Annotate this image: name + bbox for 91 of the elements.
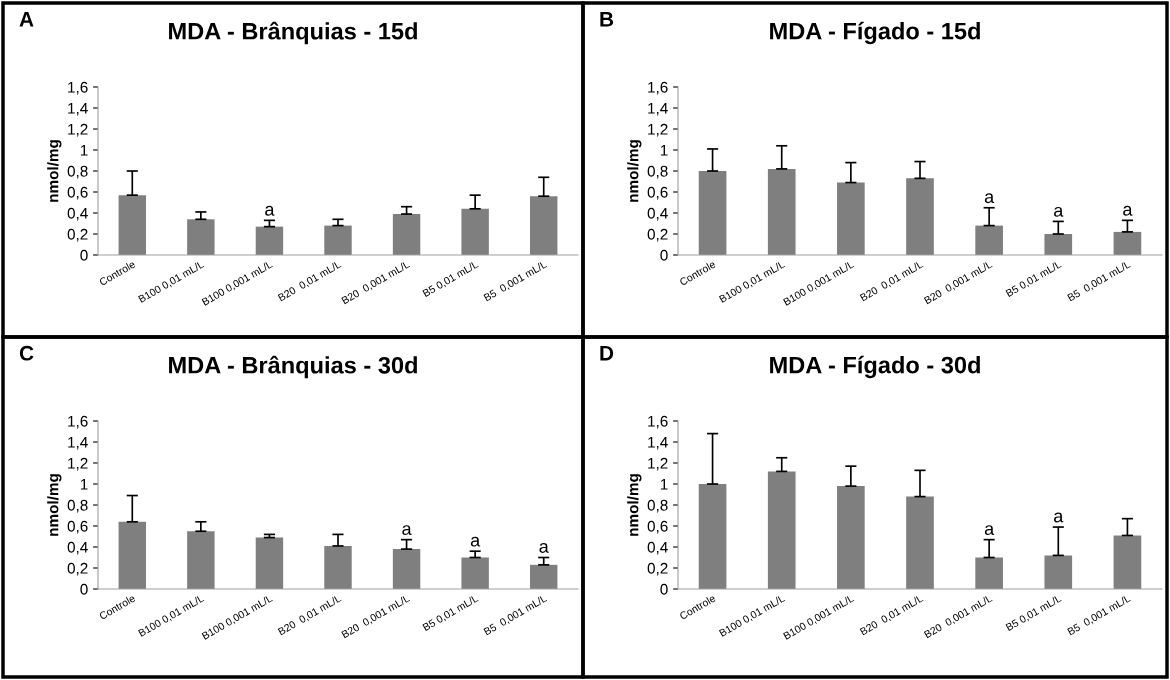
y-tick-label: 1,4 (648, 437, 668, 450)
bar (118, 521, 146, 589)
y-tick-label: 0 (80, 583, 88, 595)
chart-title: MDA - Fígado - 15d (770, 21, 980, 45)
y-tick-label: 0,6 (67, 186, 88, 200)
bar (767, 471, 796, 589)
bar (530, 196, 558, 255)
text: A (19, 12, 34, 27)
y-tick-label: 1,6 (68, 415, 88, 429)
y-tick-label: 1,2 (648, 457, 668, 471)
data-label: a (1054, 512, 1064, 523)
y-tick-label: 0,4 (647, 541, 668, 555)
y-tick-label: 0,4 (67, 541, 88, 555)
bar (255, 226, 284, 255)
bar (187, 219, 215, 255)
bar (837, 486, 865, 589)
y-tick-label: 0,6 (647, 520, 668, 534)
data-label: a (1123, 205, 1133, 216)
y-tick-label: 0,8 (67, 165, 88, 179)
y-tick-label: 1 (660, 479, 668, 490)
bar (975, 557, 1003, 589)
bar (187, 531, 215, 589)
text: D (600, 346, 614, 361)
y-axis-title: nmol/mg (47, 474, 62, 536)
data-label: a (984, 193, 995, 204)
y-tick-label: 1,6 (648, 81, 668, 95)
bar (461, 557, 489, 589)
x-tick-label: B20 0,01 mL/L (859, 260, 925, 303)
y-tick-label: 0,2 (67, 228, 88, 242)
y-tick-label: 0,4 (67, 207, 88, 221)
x-tick-label: B5 0,01 mL/L (1005, 594, 1063, 633)
y-tick-label: 0 (80, 249, 88, 261)
x-tick-label: B5 0,01 mL/L (1005, 260, 1063, 299)
y-tick-label: 1,4 (68, 103, 88, 116)
y-tick-label: 1,6 (68, 81, 88, 95)
y-tick-label: 0,2 (647, 228, 668, 242)
y-tick-label: 0,2 (67, 562, 88, 576)
y-tick-label: 1 (660, 145, 668, 156)
y-tick-label: 1,4 (68, 437, 88, 450)
bar (906, 496, 934, 589)
x-tick-label: B20 0,01 mL/L (859, 594, 925, 637)
y-axis-title: nmol/mg (627, 474, 642, 536)
bar (1113, 231, 1142, 255)
bar (118, 195, 146, 255)
y-tick-label: 1,4 (648, 103, 668, 116)
bar (698, 171, 727, 255)
bar (255, 537, 284, 589)
data-label: a (1054, 206, 1064, 217)
y-tick-label: 0,8 (647, 499, 668, 513)
y-axis-title: nmol/mg (627, 140, 642, 202)
bar (906, 178, 934, 255)
bar (530, 564, 558, 589)
bar (975, 225, 1003, 255)
y-tick-label: 0 (660, 583, 668, 595)
text: C (19, 345, 34, 361)
data-label: a (984, 525, 995, 536)
data-label: a (402, 525, 412, 536)
bar (1044, 234, 1073, 255)
y-tick-label: 1,6 (648, 415, 668, 429)
bar (324, 545, 352, 589)
data-label: a (539, 542, 549, 553)
y-tick-label: 1,2 (68, 123, 88, 137)
chart-title: MDA - Brânquias - 15d (169, 21, 417, 45)
y-tick-label: 0,4 (647, 207, 668, 221)
bar (837, 182, 865, 255)
y-tick-label: 1,2 (648, 123, 668, 137)
text: B (600, 12, 614, 27)
x-tick-label: B5 0,01 mL/L (422, 260, 480, 299)
bar (324, 225, 352, 255)
y-tick-label: 0,6 (647, 186, 668, 200)
y-tick-label: 0 (660, 249, 668, 261)
data-label: a (470, 536, 481, 547)
bar (1044, 555, 1073, 589)
y-tick-label: 0,8 (647, 165, 668, 179)
y-tick-label: 0,2 (647, 562, 668, 576)
y-tick-label: 1 (80, 479, 88, 490)
y-tick-label: 1,2 (68, 457, 88, 471)
y-tick-label: 0,6 (67, 520, 88, 534)
bar (1113, 535, 1142, 589)
bar (461, 208, 489, 255)
chart-title: MDA - Fígado - 30d (770, 355, 980, 379)
y-tick-label: 0,8 (67, 499, 88, 513)
y-tick-label: 1 (80, 145, 88, 156)
data-label: a (265, 205, 275, 216)
x-tick-label: B5 0,01 mL/L (422, 594, 480, 633)
bar (698, 484, 727, 589)
bar (392, 214, 421, 255)
y-axis-title: nmol/mg (47, 140, 62, 202)
chart-title: MDA - Brânquias - 30d (169, 355, 417, 379)
bar (392, 549, 421, 589)
bar (767, 168, 796, 255)
